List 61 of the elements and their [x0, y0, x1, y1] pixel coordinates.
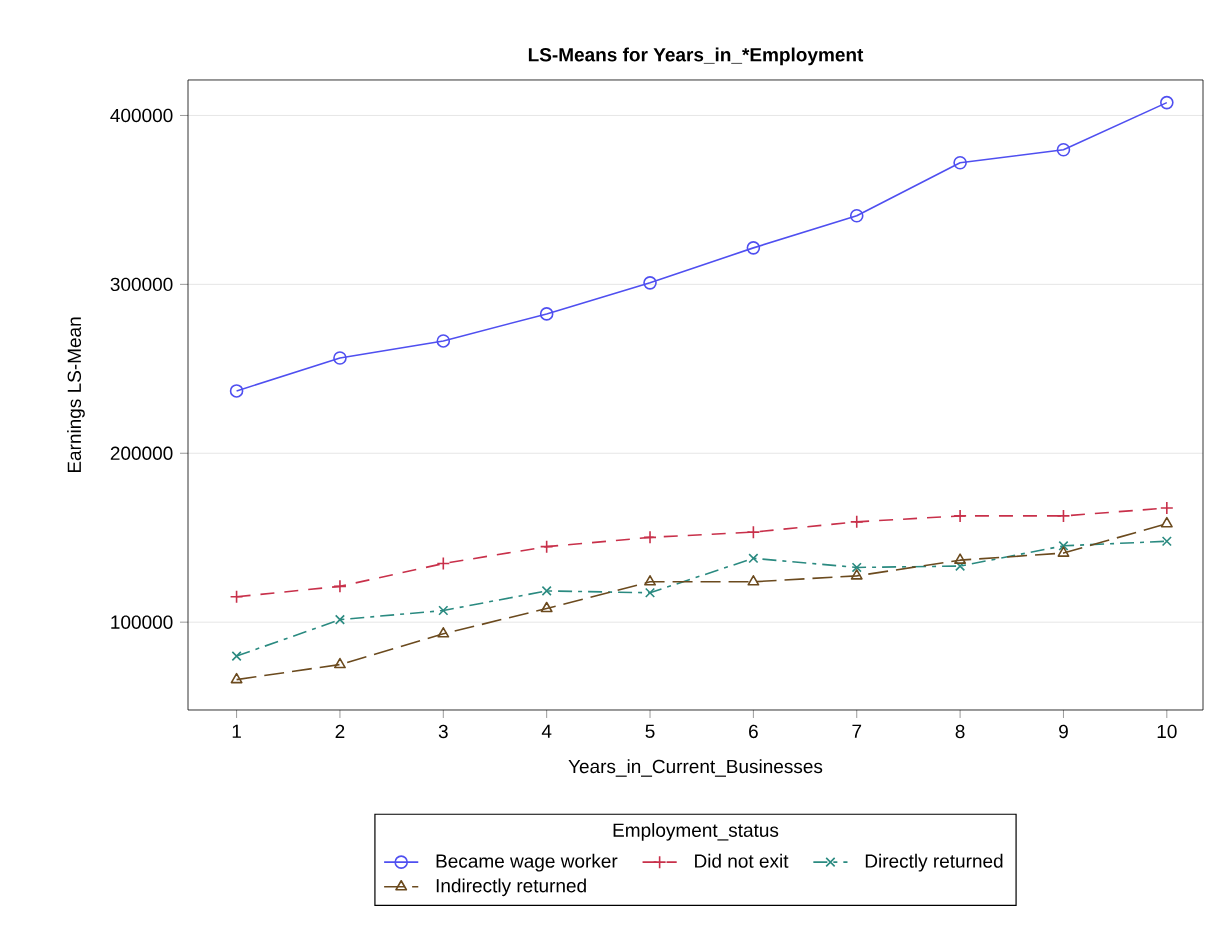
- point: [437, 627, 450, 638]
- point: [746, 525, 761, 539]
- point: [333, 657, 346, 669]
- x-tick-label: 4: [541, 724, 552, 738]
- point: [954, 553, 967, 564]
- x-tick-label: 2: [335, 724, 345, 738]
- point: [746, 241, 761, 255]
- x-tick-label: 3: [438, 724, 448, 739]
- x-tick-label: 8: [955, 724, 965, 739]
- x-tick-label: 1: [232, 724, 241, 738]
- point: [747, 574, 760, 586]
- legend-label: Became wage worker: [436, 853, 618, 872]
- point: [229, 590, 244, 604]
- point: [539, 307, 554, 321]
- point: [953, 155, 967, 170]
- point: [1058, 540, 1069, 551]
- point: [849, 208, 864, 223]
- point: [230, 672, 243, 684]
- y-tick-label: 200000: [110, 446, 173, 460]
- point: [436, 334, 451, 348]
- point: [1160, 516, 1173, 528]
- y-tick-label: 100000: [111, 615, 173, 629]
- x-tick-label: 10: [1157, 724, 1177, 739]
- point: [850, 569, 863, 580]
- point: [539, 539, 554, 554]
- legend-title: Employment_status: [613, 822, 779, 841]
- point: [748, 553, 759, 564]
- point: [953, 509, 967, 523]
- point: [643, 276, 657, 290]
- point: [1056, 142, 1071, 157]
- chart-title: LS-Means for Years_in_*Employment: [528, 47, 864, 66]
- point: [334, 614, 345, 625]
- legend-label: Did not exit: [695, 853, 789, 868]
- x-axis-title: Years_in_Current_Businesses: [568, 759, 823, 777]
- point: [849, 515, 864, 529]
- x-tick-label: 9: [1059, 724, 1068, 739]
- point: [1160, 95, 1174, 110]
- legend-label: Indirectly returned: [436, 878, 586, 897]
- y-tick-label: 400000: [110, 108, 173, 123]
- point: [1057, 546, 1070, 557]
- point: [333, 579, 347, 594]
- point: [541, 585, 552, 596]
- point: [540, 601, 553, 613]
- y-tick-label: 300000: [110, 277, 173, 292]
- x-tick-label: 7: [852, 724, 862, 738]
- point: [851, 562, 862, 573]
- x-tick-label: 6: [749, 724, 758, 739]
- point: [644, 574, 657, 586]
- point: [229, 384, 244, 398]
- y-axis-title: Earnings LS-Mean: [67, 317, 85, 473]
- point: [1161, 536, 1172, 547]
- point: [1056, 509, 1071, 523]
- point: [1160, 501, 1174, 515]
- point: [644, 587, 656, 598]
- point: [231, 651, 242, 662]
- x-tick-label: 5: [645, 724, 655, 738]
- point: [333, 351, 347, 365]
- point: [438, 605, 449, 616]
- legend-label: Directly returned: [865, 853, 1003, 872]
- point: [643, 530, 657, 545]
- point: [436, 556, 451, 571]
